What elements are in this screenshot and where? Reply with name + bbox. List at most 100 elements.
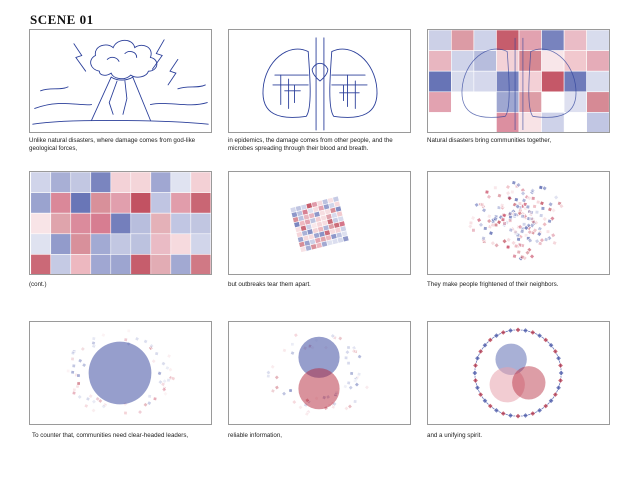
mosaic-tile [90, 212, 112, 235]
mosaic-tile [354, 381, 360, 388]
mosaic-tile [110, 172, 132, 193]
mosaic-tile [150, 212, 172, 235]
mosaic-tile [76, 381, 81, 386]
mosaic-tile [520, 213, 525, 219]
mosaic-tile [526, 229, 533, 235]
mosaic-tile [353, 375, 359, 382]
mosaic-tile [512, 212, 518, 218]
mosaic-tile [473, 70, 497, 93]
mosaic-tile [290, 342, 295, 347]
mosaic-tile [536, 332, 543, 339]
mosaic-tile [481, 342, 489, 349]
mosaic-tile [473, 202, 480, 208]
mosaic-tile [529, 187, 536, 194]
mosaic-tile [130, 212, 152, 235]
mosaic-tile [518, 112, 542, 132]
mosaic-tile [536, 231, 543, 237]
two-circles-cluster [265, 332, 370, 417]
mosaic-tile [161, 385, 167, 391]
mosaic-tile [479, 202, 485, 207]
mosaic-tile [71, 363, 76, 369]
mosaic-tile [472, 377, 479, 384]
mosaic-tile [515, 182, 522, 188]
mosaic-tile [428, 91, 452, 113]
mosaic-tile [123, 337, 128, 342]
mosaic-tile [190, 233, 211, 255]
mosaic-tile [70, 233, 92, 255]
mosaic-tile [70, 350, 76, 356]
mosaic-tile [166, 378, 171, 383]
mosaic-tile [496, 30, 520, 51]
mosaic-tile [342, 383, 348, 390]
mosaic-tile [517, 201, 523, 206]
mosaic-tile [157, 370, 163, 376]
mosaic-tile [541, 50, 565, 72]
mosaic-tile [77, 358, 83, 364]
mosaic-tile [557, 369, 565, 377]
mosaic-tile [586, 91, 609, 113]
mosaic-tile [496, 193, 503, 199]
mosaic-tile [486, 218, 493, 224]
mosaic-tile [30, 233, 52, 255]
mosaic-tile [586, 112, 609, 132]
mosaic-tile [496, 70, 520, 93]
mosaic-tile [516, 236, 521, 242]
mosaic-tile [269, 364, 276, 370]
mosaic-tile [342, 235, 350, 243]
mosaic-tile [514, 412, 522, 420]
caption-blue-circle: To counter that, communities need clear-… [32, 432, 189, 439]
mosaic-tile [90, 172, 112, 193]
mosaic-tile [500, 217, 506, 222]
mosaic-tile [520, 190, 526, 197]
mosaic-tile [481, 207, 487, 214]
mosaic-tile [50, 254, 72, 274]
mosaic-tile [523, 225, 530, 231]
mosaic-tile [70, 212, 92, 235]
mosaic-tile [478, 221, 484, 228]
mosaic-tile [130, 172, 152, 193]
lungs-illustration [262, 37, 378, 131]
mosaic-over-lungs [428, 30, 609, 132]
mosaic-tile [473, 30, 497, 51]
mosaic-tile [351, 348, 357, 354]
mosaic-tile [531, 196, 536, 201]
caption-scattered: They make people frightened of their nei… [427, 281, 559, 288]
mosaic-tile [274, 374, 280, 381]
mosaic-tile [76, 373, 81, 378]
mosaic-tile [488, 230, 494, 236]
mosaic-tile [513, 243, 519, 249]
mosaic-tile [293, 332, 299, 338]
mosaic-tile [91, 340, 96, 346]
mosaic-tile [343, 405, 350, 412]
mosaic-tile [347, 384, 354, 391]
mosaic-tile [493, 332, 500, 339]
mosaic-tile [190, 212, 211, 235]
mosaic-tile [543, 236, 549, 243]
mosaic-tile [518, 70, 542, 93]
mosaic-tile [535, 199, 541, 205]
mosaic-tile [563, 50, 587, 72]
mosaic-tile [353, 378, 358, 383]
mosaic-tile [586, 30, 609, 51]
mosaic-tile [529, 253, 535, 260]
mosaic-tile [534, 238, 540, 245]
panel-volcano [29, 29, 212, 133]
volcano-illustration [32, 39, 209, 125]
mosaic-tile [356, 371, 362, 377]
mosaic-tile [529, 410, 536, 417]
mosaic-tile [563, 30, 587, 51]
mosaic-tile [110, 233, 132, 255]
mosaic-tile [527, 237, 533, 244]
mosaic-tile [291, 399, 298, 405]
mosaic-tile [142, 401, 149, 408]
mosaic-tile [87, 393, 94, 399]
mosaic-tile [487, 402, 494, 410]
mosaic-tile [486, 193, 492, 200]
mosaic-tile [492, 216, 499, 222]
mosaic-tile [94, 396, 101, 402]
mosaic-tile [523, 233, 529, 238]
mosaic-tile [451, 70, 475, 93]
mosaic-tile [265, 369, 272, 376]
caption-grid-over-lungs: Natural disasters bring communities toge… [427, 137, 552, 144]
mosaic-tile [540, 206, 546, 211]
